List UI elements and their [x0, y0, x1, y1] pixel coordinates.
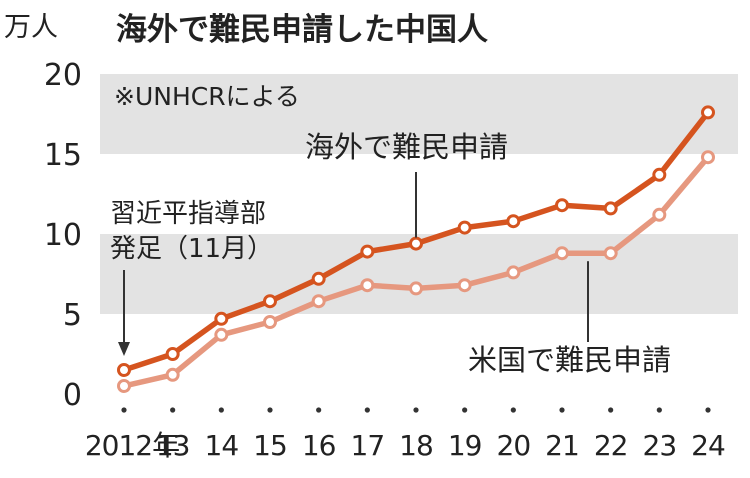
y-axis-ticks: 0 5 10 15 20	[44, 58, 82, 413]
x-tick-label: 21	[545, 429, 579, 462]
data-point	[701, 105, 715, 120]
data-point	[603, 246, 618, 261]
x-tick-dot	[267, 407, 273, 413]
x-tick-dot	[462, 407, 468, 413]
data-point	[214, 311, 229, 326]
x-axis-dots	[121, 407, 711, 413]
x-tick-dot	[510, 407, 516, 413]
x-tick-label: 18	[399, 429, 433, 462]
data-point	[457, 220, 472, 235]
series-label: 海外で難民申請	[305, 130, 508, 164]
x-tick-label: 23	[643, 429, 677, 462]
x-tick-dot	[608, 407, 614, 413]
data-point	[506, 265, 521, 280]
data-point	[165, 347, 180, 361]
data-point	[409, 236, 423, 251]
x-tick-dot	[364, 407, 370, 413]
y-tick-label: 10	[44, 218, 82, 253]
data-point	[214, 327, 229, 342]
source-note: ※UNHCRによる	[114, 82, 300, 111]
data-point	[165, 367, 180, 382]
x-tick-dot	[170, 407, 176, 413]
band-0	[100, 74, 738, 154]
data-point	[652, 167, 667, 182]
x-tick-label: 17	[351, 429, 385, 462]
data-point	[360, 278, 375, 293]
data-point	[701, 150, 715, 165]
x-tick-dot	[218, 407, 224, 413]
data-point	[555, 246, 569, 261]
x-tick-dot	[705, 407, 711, 413]
x-tick-label: 2012年	[85, 429, 179, 462]
x-tick-label: 15	[253, 429, 287, 462]
data-point	[263, 315, 277, 329]
data-point	[603, 201, 618, 216]
series-layer	[117, 105, 715, 393]
x-tick-label: 24	[691, 429, 725, 462]
data-point	[117, 363, 131, 377]
y-tick-label: 5	[63, 298, 82, 333]
series-label: 米国で難民申請	[468, 343, 671, 377]
x-tick-dot	[559, 407, 565, 413]
x-tick-label: 16	[302, 429, 336, 462]
data-point	[457, 278, 472, 293]
x-tick-label: 22	[594, 429, 628, 462]
data-point	[652, 207, 667, 222]
y-tick-label: 0	[63, 378, 82, 413]
x-tick-label: 14	[205, 429, 239, 462]
x-tick-dot	[316, 407, 322, 413]
annotation-line-1: 習近平指導部	[110, 199, 266, 229]
x-tick-dot	[121, 407, 127, 413]
x-tick-label: 20	[497, 429, 531, 462]
annotation-arrow-head	[118, 342, 130, 356]
data-point	[409, 281, 423, 296]
data-point	[263, 294, 277, 309]
x-tick-dot	[656, 407, 662, 413]
x-tick-label: 19	[448, 429, 482, 462]
y-axis-unit: 万人	[4, 12, 58, 43]
data-point	[555, 198, 569, 213]
data-point	[360, 244, 375, 259]
y-tick-label: 20	[44, 58, 82, 93]
data-point	[506, 214, 521, 229]
data-point	[311, 294, 326, 309]
data-point	[117, 379, 131, 393]
x-tick-dot	[413, 407, 419, 413]
y-tick-label: 15	[44, 138, 82, 173]
x-tick-label: 13	[156, 429, 190, 462]
annotation-line-2: 発足（11月）	[110, 234, 273, 264]
data-point	[311, 271, 326, 286]
chart-title: 海外で難民申請した中国人	[116, 12, 488, 48]
